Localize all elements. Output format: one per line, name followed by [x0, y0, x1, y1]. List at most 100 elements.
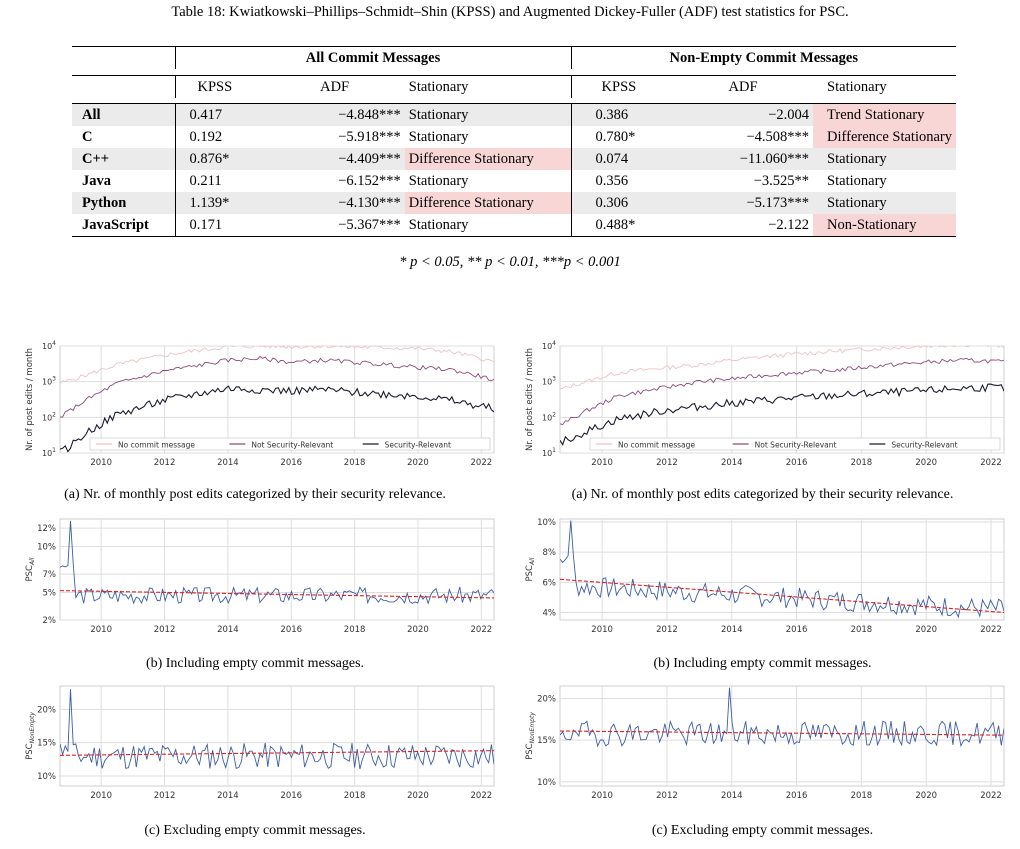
y-tick-label: 102 [542, 411, 556, 422]
y-tick-label: 7% [43, 570, 57, 580]
col-adf: ADF [320, 78, 350, 95]
x-tick-label: 2014 [721, 791, 743, 801]
plot-lines [60, 520, 494, 605]
chart-post-edits-left: 2010 2012 2014 2016 2018 2020 2022 101 102 103 104… [25, 340, 495, 468]
col-stationary: Stationary [827, 78, 887, 95]
x-tick-label: 2014 [217, 458, 239, 468]
y-tick-label: 8% [543, 548, 557, 558]
x-tick-label: 2018 [851, 458, 873, 468]
cell: Stationary [827, 173, 887, 189]
cell: 0.192 [174, 126, 287, 148]
cell: 0.876* [174, 148, 287, 170]
x-tick-label: 2012 [154, 791, 176, 801]
group-header-all: All Commit Messages [174, 46, 572, 69]
y-tick-label: 10% [537, 778, 556, 788]
y-tick-label: 15% [37, 739, 56, 749]
table-row: C++ 0.876* −4.409*** Difference Stationa… [72, 148, 956, 170]
psc-series-line [60, 689, 494, 770]
series-line [560, 357, 1004, 426]
series-line [60, 346, 494, 385]
x-tick-label: 2022 [980, 458, 1002, 468]
x-tick-label: 2014 [217, 791, 239, 801]
plot-lines [560, 520, 1004, 619]
x-tick-label: 2018 [344, 625, 366, 635]
row-label: C++ [72, 148, 176, 170]
legend-label: No commit message [118, 441, 195, 450]
legend-label: Security-Relevant [385, 441, 451, 450]
x-tick-label: 2012 [656, 625, 678, 635]
table-row: C 0.192 −5.918*** Stationary 0.780* −4.5… [72, 126, 956, 148]
cell: 0.488* [570, 214, 685, 237]
y-axis-label: PSCNonEmpty [525, 712, 536, 760]
cell-highlight: Difference Stationary [404, 192, 572, 214]
table-footnote: * p < 0.05, ** p < 0.01, ***p < 0.001 [399, 254, 621, 270]
x-tick-label: 2022 [471, 625, 493, 635]
table-row: Python 1.139* −4.130*** Difference Stati… [72, 192, 956, 214]
y-tick-label: 103 [542, 376, 556, 387]
legend-label: No commit message [618, 441, 695, 450]
cell: 1.139* [174, 192, 287, 214]
y-axis-label: PSCNonEmpty [25, 712, 36, 760]
x-tick-label: 2022 [980, 791, 1002, 801]
x-tick-label: 2018 [851, 791, 873, 801]
cell: Stationary [813, 192, 956, 214]
y-tick-label: 2% [43, 616, 57, 626]
col-adf: ADF [728, 78, 758, 95]
y-tick-label: 15% [537, 736, 556, 746]
x-tick-label: 2012 [656, 458, 678, 468]
row-label: Python [72, 192, 176, 214]
cell: −3.525** [753, 173, 810, 189]
legend [89, 437, 491, 451]
y-tick-label: 5% [43, 588, 57, 598]
table-row: Java 0.211 −6.152*** Stationary 0.356 −3… [72, 170, 956, 192]
row-label: Java [82, 173, 111, 189]
cell: Stationary [404, 103, 572, 126]
x-tick-label: 2010 [90, 625, 112, 635]
table-caption: Table 18: Kwiatkowski–Phillips–Schmidt–S… [171, 4, 849, 20]
cell: Stationary [408, 129, 469, 145]
caption-a-right: (a) Nr. of monthly post edits categorize… [571, 487, 954, 502]
x-tick-label: 2020 [407, 625, 429, 635]
x-tick-label: 2012 [154, 625, 176, 635]
table-row: JavaScript 0.171 −5.367*** Stationary 0.… [72, 214, 956, 237]
x-tick-label: 2018 [344, 458, 366, 468]
cell-highlight: Non-Stationary [813, 214, 956, 237]
y-axis-label: Nr. of post edits / month [525, 348, 535, 451]
x-tick-label: 2010 [591, 625, 613, 635]
col-kpss: KPSS [570, 75, 685, 98]
row-label: All [72, 103, 176, 126]
col-kpss: KPSS [174, 75, 287, 98]
y-tick-label: 101 [42, 447, 56, 458]
x-tick-label: 2016 [786, 458, 808, 468]
caption-a-left: (a) Nr. of monthly post edits categorize… [64, 487, 446, 502]
cell: −5.173*** [684, 192, 814, 214]
x-tick-label: 2020 [407, 458, 429, 468]
cell-highlight: Difference Stationary [813, 126, 956, 148]
results-table: All Commit Messages Non-Empty Commit Mes… [72, 46, 956, 237]
y-tick-label: 6% [543, 578, 557, 588]
plot-area [59, 518, 495, 621]
cell: 0.211 [174, 170, 287, 192]
group-header-nonempty: Non-Empty Commit Messages [570, 46, 956, 69]
cell: 0.074 [570, 148, 685, 170]
caption-b-right: (b) Including empty commit messages. [653, 656, 872, 671]
x-tick-label: 2010 [591, 791, 613, 801]
cell: 0.171 [174, 214, 287, 237]
y-axis-label: PSCAll [525, 557, 536, 581]
table-row: All 0.417 −4.848*** Stationary 0.386 −2.… [72, 103, 956, 126]
y-tick-label: 104 [542, 340, 556, 351]
x-tick-label: 2014 [217, 625, 239, 635]
y-tick-label: 104 [42, 340, 56, 351]
x-tick-label: 2020 [915, 791, 937, 801]
chart-psc-nonempty-right: 2010 2012 2014 2016 2018 2020 2022 10% 15% 20%PSC… [525, 685, 1005, 801]
plot-area [59, 685, 495, 787]
x-tick-label: 2012 [656, 791, 678, 801]
row-label: C [82, 129, 93, 145]
cell: 0.417 [174, 103, 287, 126]
y-tick-label: 10% [537, 518, 556, 528]
y-tick-label: 102 [42, 411, 56, 422]
plot-area [559, 345, 1005, 454]
legend-label: Security-Relevant [891, 441, 957, 450]
trend-line [560, 730, 1004, 736]
series-line [60, 385, 494, 453]
